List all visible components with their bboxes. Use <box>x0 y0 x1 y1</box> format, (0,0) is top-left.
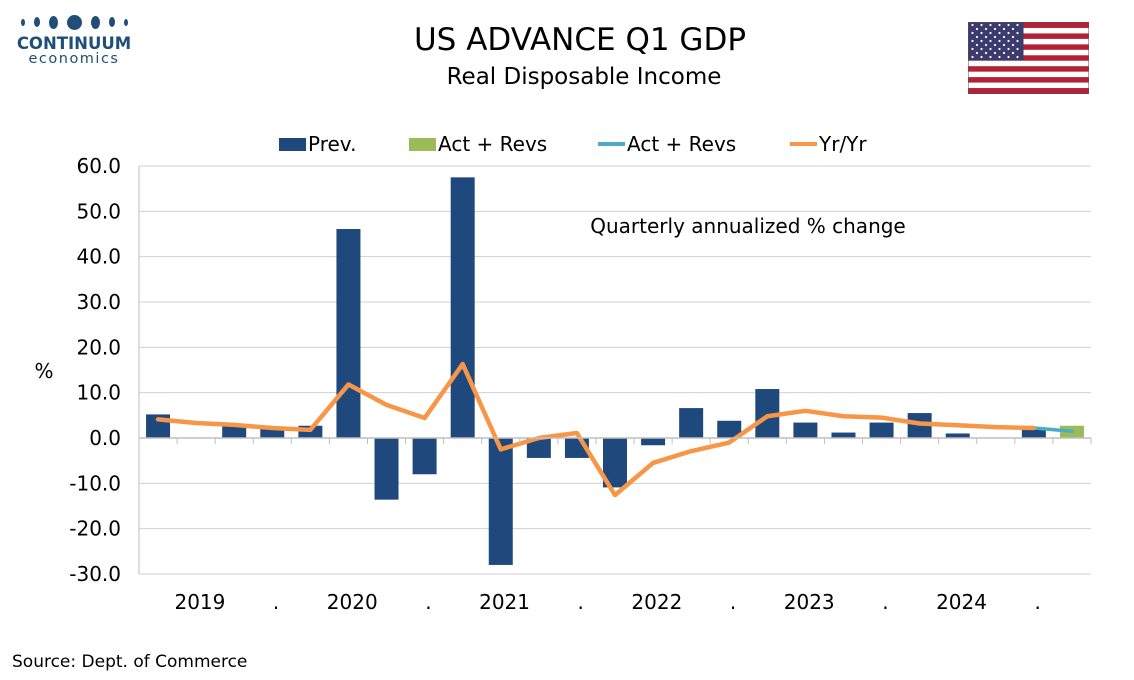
bar-prev- <box>222 424 247 438</box>
bar-prev- <box>260 428 285 438</box>
legend: Prev. Act + Revs Act + Revs Yr/Yr <box>279 132 867 156</box>
y-tick-label: 0.0 <box>89 426 121 450</box>
logo-subtitle: economics <box>28 51 120 67</box>
axes: 60.0 50.0 40.0 30.0 20.0 10.0 0.0 -10.0 -20.0 -30… <box>69 154 1092 614</box>
y-tick-label: -10.0 <box>69 471 121 495</box>
bar-prev- <box>412 438 437 475</box>
bar-prev- <box>717 420 742 438</box>
bar-prev- <box>793 422 818 438</box>
x-tick-label: 2022 <box>631 590 682 614</box>
us-flag-icon <box>968 22 1089 94</box>
bars <box>146 177 1084 565</box>
y-tick-label: 60.0 <box>76 154 121 178</box>
x-tick-label: . <box>730 590 736 614</box>
x-tick-label: . <box>882 590 888 614</box>
bar-prev- <box>945 433 970 438</box>
bar-prev- <box>641 438 666 446</box>
y-tick-label: -30.0 <box>69 562 121 586</box>
line-act-revs <box>1032 426 1074 433</box>
x-tick-label: 2024 <box>936 590 987 614</box>
x-tick-label: . <box>1035 590 1041 614</box>
bar-prev- <box>450 177 475 439</box>
legend-label: Act + Revs <box>438 132 547 156</box>
legend-label: Prev. <box>308 132 356 156</box>
legend-label: Act + Revs <box>627 132 736 156</box>
x-tick-label: 2021 <box>479 590 530 614</box>
lines <box>155 361 1074 498</box>
legend-swatch <box>279 138 306 151</box>
y-tick-label: 50.0 <box>76 199 121 223</box>
x-tick-label: 2020 <box>327 590 378 614</box>
legend-swatch <box>409 138 436 151</box>
y-axis-label: % <box>34 359 53 383</box>
y-tick-label: 10.0 <box>76 381 121 405</box>
bar-prev- <box>374 438 399 500</box>
bar-prev- <box>831 432 856 438</box>
bar-prev- <box>679 408 704 438</box>
y-tick-label: 30.0 <box>76 290 121 314</box>
bar-prev- <box>869 422 894 438</box>
y-tick-label: 20.0 <box>76 335 121 359</box>
chart-subtitle: Real Disposable Income <box>446 64 722 90</box>
x-tick-label: . <box>273 590 279 614</box>
x-tick-label: 2023 <box>784 590 835 614</box>
bar-prev- <box>1021 429 1046 438</box>
x-tick-label: 2019 <box>174 590 225 614</box>
x-tick-label: . <box>425 590 431 614</box>
legend-label: Yr/Yr <box>818 132 867 156</box>
company-logo: CONTINUUM economics <box>14 14 134 67</box>
bar-prev- <box>336 229 361 438</box>
source-note: Source: Dept. of Commerce <box>12 652 248 672</box>
chart-annotation: Quarterly annualized % change <box>590 214 906 238</box>
chart-title: US ADVANCE Q1 GDP <box>413 22 747 58</box>
bar-prev- <box>526 438 551 458</box>
line-yr-yr <box>155 361 1037 498</box>
logo-dots-icon <box>14 14 134 30</box>
y-tick-label: -20.0 <box>69 517 121 541</box>
x-tick-label: . <box>578 590 584 614</box>
y-tick-label: 40.0 <box>76 245 121 269</box>
logo-name: CONTINUUM <box>16 34 132 53</box>
bar-prev- <box>488 438 513 565</box>
gridlines <box>139 165 1091 575</box>
